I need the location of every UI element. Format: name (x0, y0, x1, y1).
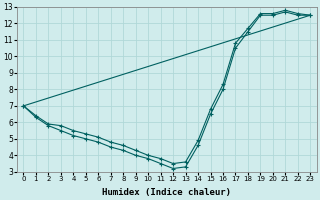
X-axis label: Humidex (Indice chaleur): Humidex (Indice chaleur) (102, 188, 231, 197)
